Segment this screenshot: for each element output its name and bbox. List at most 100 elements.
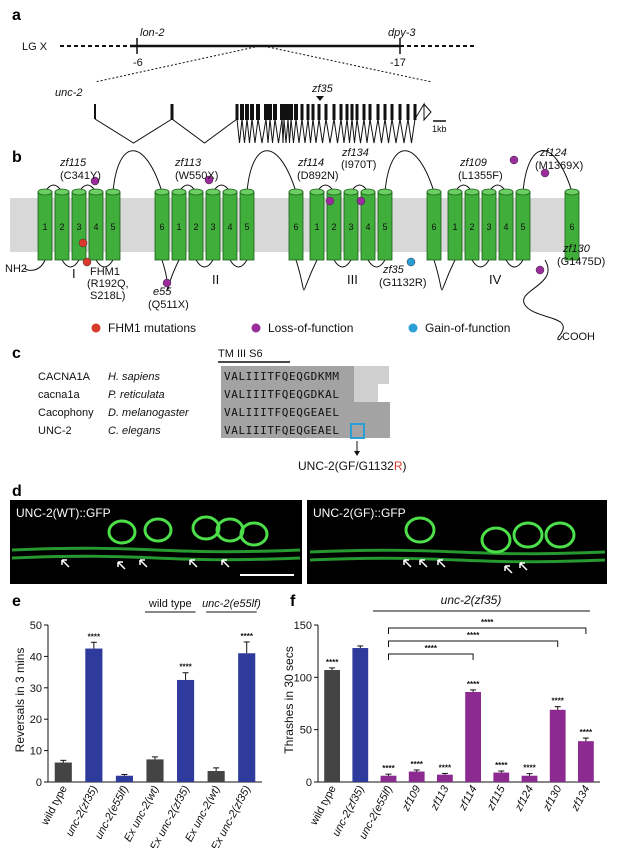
group-label: wild type [148,598,192,610]
intron-line [301,118,309,144]
panel-label-d: d [12,483,22,500]
x-tick-label: wild type [308,784,339,828]
arrow-marker [419,559,428,568]
bar [146,759,164,782]
row-1-sequence: VALIIITFQEQGDKMM [224,370,340,383]
significance-label: **** [467,680,480,689]
arrow-marker [61,559,70,568]
exon-block [350,104,354,120]
exon-block [383,104,387,120]
helix-number: 6 [293,222,298,232]
bar [352,648,369,782]
helix-number: 3 [348,222,353,232]
exon-block [294,104,298,120]
intron-line [290,118,297,144]
n-terminus [23,259,46,271]
helix-number: 1 [452,222,457,232]
helix-top [360,188,376,196]
bar [549,709,566,782]
exon-block [300,104,304,120]
x-tick-label: zf114 [456,784,479,814]
y-tick-label: 10 [30,746,42,758]
helix-top [188,188,204,196]
bar [115,775,133,782]
c-terminus [523,259,564,341]
significance-label: **** [439,763,452,772]
zoom-line-right [267,46,433,83]
panel-e: e Reversals in 3 mins 0 10 20 30 40 50 wild ty… [12,593,262,848]
nerve-cord [309,556,606,564]
domain-label-3: III [347,272,358,287]
exon-block [282,104,286,120]
helix-number: 6 [431,222,436,232]
mutant-zf114-name: zf114 [297,157,324,169]
helix-top [515,188,531,196]
dot-zf124 [540,168,550,178]
helix-top [239,188,255,196]
helix-top [564,188,580,196]
micrograph-gf [307,500,607,584]
dot-zf114 [325,196,335,206]
exon-block [286,104,290,120]
y-tick-label: 0 [306,777,312,789]
chromosome-label: LG X [22,41,48,53]
x-tick-label: zf109 [400,784,424,814]
intron-line [399,118,409,144]
y-tick-label: 100 [294,672,312,684]
helix-top [481,188,497,196]
bar [408,771,425,782]
helix-number: 1 [176,222,181,232]
row-3-species: D. melanogaster [108,407,190,419]
intron-line [246,118,253,144]
significance-label: **** [326,658,339,667]
comparison-bracket [388,640,559,647]
legend-dot-fhm1 [91,323,101,333]
exon-block [376,104,380,120]
intron-line [377,118,386,144]
gene-label: unc-2 [55,87,83,99]
neuron-soma [512,521,544,549]
domain-label-4: IV [489,272,502,287]
mutant-zf130-aa: (G1475D) [557,256,605,268]
gf-annotation-residue: R [394,459,403,473]
neuron-soma [143,517,173,543]
mutation-dots [78,155,550,288]
helix-loop [95,259,114,268]
row-1-gene: CACNA1A [38,371,91,383]
alignment-shade-unmatched-1 [389,366,413,384]
x-tick-label: zf134 [569,784,593,814]
row-1-species: H. sapiens [108,371,160,383]
helix-number: 5 [244,222,249,232]
intron-line [94,118,173,144]
row-4-species: C. elegans [108,425,161,437]
exon-block [311,104,315,120]
intron-line [407,118,416,144]
dot-zf35 [406,257,416,267]
helix-number: 3 [76,222,81,232]
bar [54,762,72,782]
helix-number: 3 [486,222,491,232]
chart-f-ylabel: Thrashes in 30 secs [282,646,296,753]
mutant-zf124-aa: (M1369X) [535,160,583,172]
pore-loop [112,150,163,193]
mutant-e55-name: e55 [153,286,172,298]
legend-label-lof: Loss-of-function [268,321,353,335]
helix-number: 4 [365,222,370,232]
significance-label: **** [495,761,508,770]
helix-top [288,188,304,196]
helix-number: 5 [110,222,115,232]
intron-line [363,118,371,144]
helix-number: 6 [569,222,574,232]
legend-label-fhm1: FHM1 mutations [108,321,196,335]
gene-structure [94,102,432,144]
exon-block [413,104,417,120]
helix-loop [505,259,524,268]
y-tick-label: 50 [30,620,42,632]
helix-number: 4 [503,222,508,232]
helix-number: 5 [520,222,525,232]
intron-line [241,118,248,144]
legend-dot-lof [251,323,261,333]
y-tick-label: 0 [36,777,42,789]
intron-line [356,118,365,144]
